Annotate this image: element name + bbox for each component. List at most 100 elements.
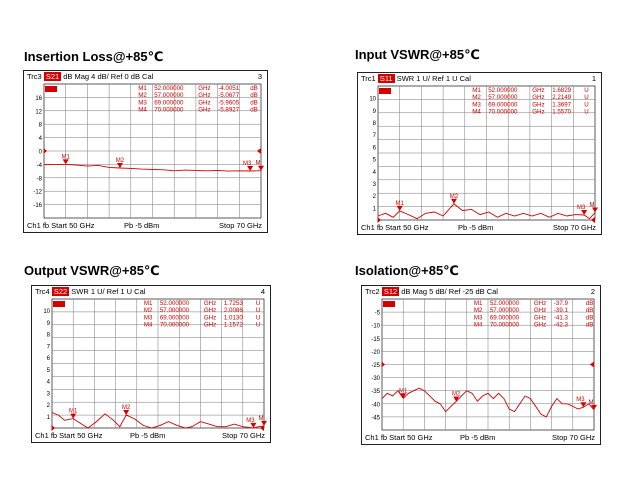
marker-point <box>62 159 69 165</box>
footer-ch: Ch1 fb Start 50 GHz <box>27 221 95 230</box>
marker-readout: M2 <box>144 307 153 314</box>
marker-readout: -5.0677 <box>218 92 240 99</box>
y-tick-label: 8 <box>373 121 377 127</box>
chart-panel-input-vswr: 10 9 8 7 6 5 4 3 2 1 M1 M2 M3 M M1 52.000000 GHz 1.6829 U M… <box>357 72 602 235</box>
series-line <box>377 203 596 220</box>
marker-point <box>123 409 130 415</box>
chart-panel-isolation: -5 -10 -15 -20 -25 -30 -35 -40 -45 M1 M2 M3 M M1 52.00… <box>361 285 601 445</box>
format-label: SWR 1 U/ Ref 1 U Cal <box>69 287 146 296</box>
marker-readout: -39.1 <box>554 307 569 314</box>
marker-readout: GHz <box>532 101 544 108</box>
y-tick-label: -4 <box>37 163 43 169</box>
active-marker-box <box>379 88 391 94</box>
chart-title: Isolation@+85℃ <box>355 263 459 278</box>
y-tick-label: -15 <box>371 337 380 343</box>
marker-readout: 2.2149 <box>552 94 571 101</box>
y-tick-label: 10 <box>369 97 376 103</box>
marker-point <box>453 396 460 402</box>
marker-readout: GHz <box>198 85 210 92</box>
marker-readout: M3 <box>144 314 153 321</box>
marker-readout: 70.000000 <box>488 109 518 116</box>
format-label: SWR 1 U/ Ref 1 U Cal <box>394 74 471 83</box>
channel-number: 1 <box>591 74 596 83</box>
chart-header: Trc4 S22 SWR 1 U/ Ref 1 U Cal 4 <box>35 287 267 297</box>
marker-readout: dB <box>250 107 258 114</box>
reference-level-arrow <box>381 361 385 368</box>
marker-readout: GHz <box>532 94 544 101</box>
param-tag: S22 <box>51 287 70 296</box>
marker-point <box>70 413 77 419</box>
marker-readout: GHz <box>198 92 210 99</box>
chart-footer: Ch1 fb Start 50 GHz Pb -5 dBm Stop 70 GHz <box>365 433 597 443</box>
y-tick-label: 7 <box>373 133 377 139</box>
footer-ch: Ch1 fb Start 50 GHz <box>35 431 103 440</box>
marker-readout: 52.000000 <box>160 300 190 307</box>
chart-panel-output-vswr: 10 9 8 7 6 5 4 3 2 1 M1 M2 M3 M M1 52.000000 GHz 1.7253 U M… <box>31 285 271 443</box>
marker-label: M2 <box>450 194 459 200</box>
y-tick-label: 3 <box>47 391 51 397</box>
series-line <box>43 163 262 172</box>
y-tick-label: 9 <box>373 109 377 115</box>
chart-footer: Ch1 fb Start 50 GHz Pb -5 dBm Stop 70 GHz <box>27 221 264 231</box>
marker-readout: dB <box>586 300 594 307</box>
marker-label: M2 <box>122 405 131 411</box>
y-tick-label: 6 <box>47 356 51 362</box>
trace-label: Trc3 <box>27 72 44 81</box>
channel-number: 3 <box>257 72 262 81</box>
active-marker-box <box>53 301 65 307</box>
y-tick-label: 7 <box>47 344 51 350</box>
footer-power: Pb -5 dBm <box>130 431 166 440</box>
footer-ch: Ch1 fb Start 50 GHz <box>365 433 433 442</box>
marker-readout: U <box>256 314 260 321</box>
marker-readout: 1.3697 <box>552 101 571 108</box>
marker-readout: GHz <box>534 314 546 321</box>
footer-stop: Stop 70 GHz <box>552 433 595 442</box>
marker-readout: 69.000000 <box>488 101 518 108</box>
marker-readout: -5.9605 <box>218 99 240 106</box>
marker-readout: M3 <box>138 99 147 106</box>
marker-label: M2 <box>116 158 125 164</box>
marker-readout: M3 <box>472 101 481 108</box>
y-tick-label: 1 <box>47 415 51 421</box>
y-tick-label: 8 <box>47 333 51 339</box>
marker-point <box>116 162 123 168</box>
marker-readout: dB <box>250 85 258 92</box>
marker-point <box>450 198 457 204</box>
marker-point <box>400 393 407 399</box>
marker-readout: 1.0130 <box>224 314 243 321</box>
marker-readout: 70.000000 <box>160 322 190 329</box>
marker-readout: GHz <box>534 307 546 314</box>
marker-label: M1 <box>399 388 408 394</box>
marker-readout: -41.3 <box>554 314 569 321</box>
format-label: dB Mag 5 dB/ Ref -25 dB Cal <box>399 287 498 296</box>
chart-title: Insertion Loss@+85℃ <box>24 49 164 64</box>
y-tick-label: -12 <box>33 190 42 196</box>
marker-readout: GHz <box>534 322 546 329</box>
param-tag: S11 <box>377 74 395 83</box>
y-tick-label: 9 <box>47 321 51 327</box>
marker-label: M <box>589 400 594 406</box>
marker-readout: M4 <box>144 322 153 329</box>
reference-level-arrow <box>591 217 595 223</box>
marker-readout: 57.000000 <box>490 307 520 314</box>
marker-readout: M1 <box>472 87 481 94</box>
marker-readout: 1.5570 <box>552 109 571 116</box>
marker-readout: dB <box>250 92 258 99</box>
marker-label: M <box>256 161 261 167</box>
chart-header: Trc2 S12 dB Mag 5 dB/ Ref -25 dB Cal 2 <box>365 287 597 297</box>
reference-level-arrow <box>377 217 381 223</box>
marker-label: M3 <box>246 418 255 424</box>
marker-readout: GHz <box>532 109 544 116</box>
marker-label: M1 <box>396 201 405 207</box>
marker-readout: 1.7253 <box>224 300 243 307</box>
footer-power: Pb -5 dBm <box>458 223 494 232</box>
chart-footer: Ch1 fb Start 50 GHz Pb -5 dBm Stop 70 GHz <box>361 223 598 233</box>
marker-readout: dB <box>586 314 594 321</box>
marker-readout: M1 <box>144 300 153 307</box>
series-line <box>381 387 595 418</box>
chart-title: Input VSWR@+85℃ <box>355 47 480 62</box>
marker-readout: GHz <box>534 300 546 307</box>
marker-readout: M4 <box>138 107 147 114</box>
